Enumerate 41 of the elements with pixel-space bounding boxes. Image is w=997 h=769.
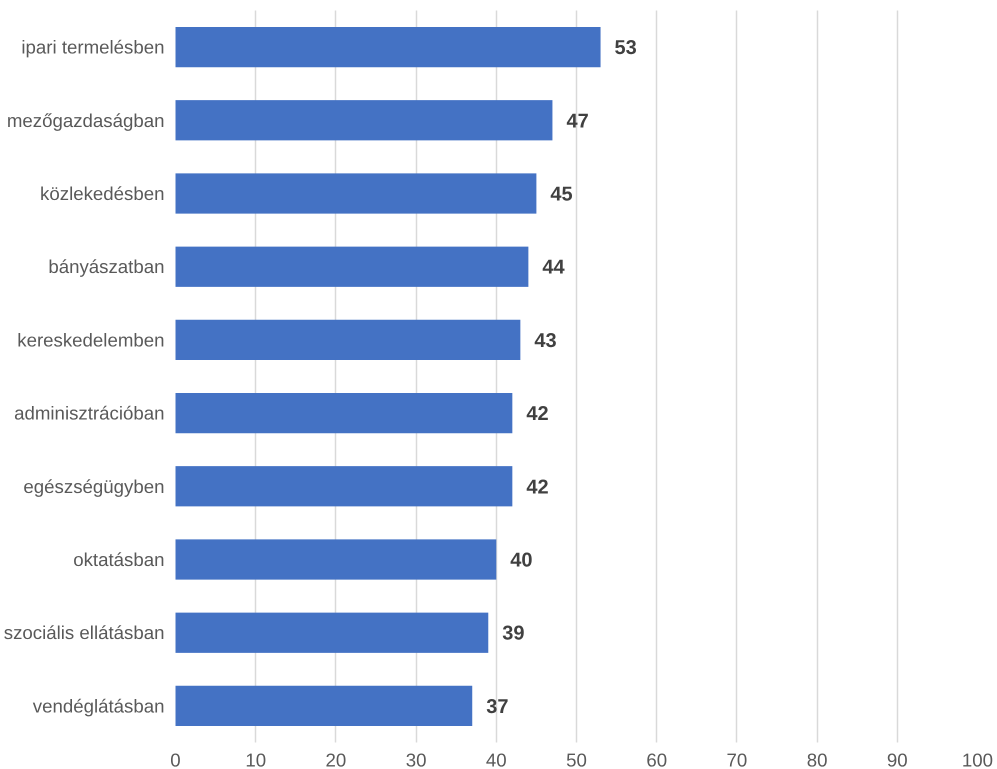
y-tick-label: közlekedésben [40, 183, 165, 204]
bar [176, 26, 601, 68]
x-tick-label: 10 [245, 750, 266, 769]
data-label: 44 [542, 256, 566, 279]
bar [176, 392, 512, 434]
y-tick-label: adminisztrációban [14, 402, 165, 424]
x-tick-label: 50 [566, 750, 587, 769]
data-label: 43 [534, 330, 557, 352]
data-label: 37 [486, 696, 508, 718]
x-tick-label: 40 [486, 750, 507, 769]
y-tick-label: kereskedelemben [17, 329, 164, 350]
bar [176, 686, 472, 726]
x-tick-label: 20 [326, 750, 346, 769]
data-label: 47 [566, 110, 589, 132]
x-tick-label: 60 [646, 750, 668, 769]
data-label: 42 [526, 403, 549, 426]
bar [176, 612, 488, 653]
y-tick-label: mezőgazdaságban [6, 110, 165, 131]
y-tick-label: oktatásban [73, 549, 165, 570]
data-label: 45 [550, 184, 573, 206]
bar [176, 246, 528, 287]
bar [176, 320, 520, 360]
x-tick-label: 70 [726, 750, 748, 769]
y-tick-label: ipari termelésben [21, 36, 165, 58]
data-label: 39 [502, 622, 525, 645]
x-tick-label: 80 [806, 750, 828, 769]
bar [176, 100, 552, 140]
x-tick-label: 100 [962, 750, 994, 769]
bar [176, 466, 512, 506]
data-label: 40 [510, 550, 533, 572]
y-tick-label: egészségügyben [23, 476, 165, 497]
y-tick-label: bányászatban [48, 256, 165, 278]
data-label: 42 [526, 476, 549, 498]
x-tick-label: 90 [886, 750, 908, 769]
y-tick-label: vendéglátásban [32, 695, 165, 716]
bar [176, 173, 536, 214]
data-label: 53 [614, 37, 637, 60]
y-tick-label: szociális ellátásban [4, 622, 165, 644]
x-tick-label: 0 [170, 750, 181, 769]
bar [176, 539, 496, 580]
x-tick-label: 30 [406, 750, 426, 769]
